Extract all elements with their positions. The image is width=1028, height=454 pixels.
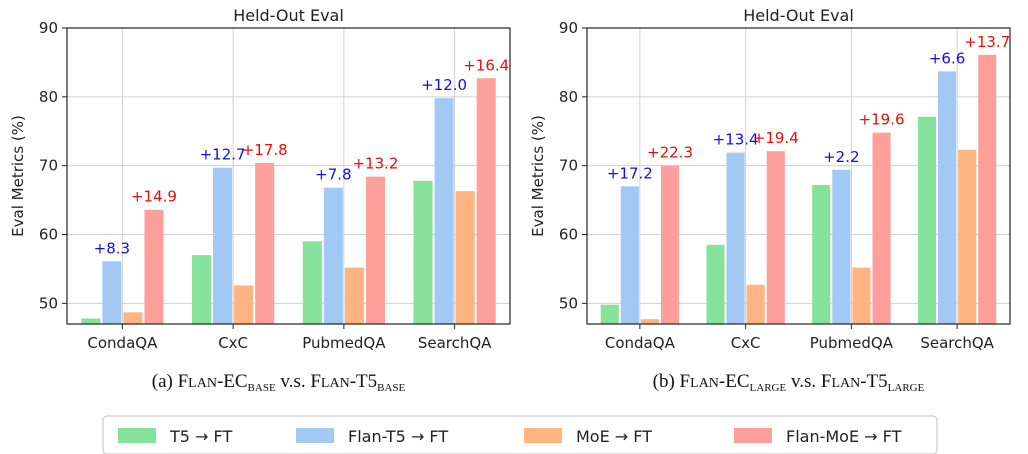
y-tick-label: 80 (39, 88, 58, 106)
x-tick-label: SearchQA (418, 334, 492, 352)
bar-flan-moe-condaqa (660, 165, 680, 324)
bar-t5-cxc (706, 244, 725, 324)
caption-b: (b) FLAN-ECLARGE v.s. FLAN-T5LARGE (653, 371, 925, 394)
annotation-flan-moe-cxc: +19.4 (753, 129, 799, 147)
legend-label-moe: MoE → FT (576, 427, 652, 446)
chart-title: Held-Out Eval (743, 6, 854, 25)
x-tick-label: CondaQA (87, 334, 158, 352)
bar-t5-condaqa (600, 304, 619, 324)
y-tick-label: 60 (39, 226, 58, 244)
chart-title: Held-Out Eval (233, 6, 344, 25)
y-tick-label: 90 (39, 19, 58, 37)
legend-label-flan-t5: Flan-T5 → FT (348, 427, 448, 446)
legend-frame (102, 415, 938, 454)
annotation-flan-moe-cxc: +17.8 (242, 141, 288, 159)
caption-a: (a) FLAN-ECBASE v.s. FLAN-T5BASE (152, 371, 406, 394)
bar-flan-t5-searchqa (434, 98, 454, 324)
bar-flan-moe-pubmedqa (872, 132, 891, 324)
annotation-flan-t5-searchqa: +12.0 (421, 76, 467, 94)
bar-flan-moe-searchqa (978, 54, 997, 325)
y-axis-label: Eval Metrics (%) (9, 115, 27, 237)
bar-flan-moe-cxc (766, 151, 785, 324)
y-tick-label: 50 (559, 294, 578, 312)
bar-t5-pubmedqa (812, 184, 831, 324)
bar-flan-moe-searchqa (476, 78, 496, 324)
x-tick-label: CxC (731, 334, 761, 352)
y-tick-label: 70 (559, 157, 578, 175)
bar-moe-cxc (234, 285, 254, 324)
legend-label-t5: T5 → FT (169, 427, 232, 446)
chart-base: +8.3 +14.9 CondaQA +12.7+17.8 CxC +7.8+13.2 Pu… (9, 6, 511, 352)
x-tick-label: SearchQA (920, 334, 994, 352)
annotation-flan-t5-condaqa: +17.2 (607, 164, 653, 182)
bar-flan-t5-cxc (726, 152, 745, 324)
legend-label-flan-moe: Flan-MoE → FT (786, 427, 902, 446)
bar-flan-moe-condaqa (144, 209, 164, 324)
legend: T5 → FT Flan-T5 → FT MoE → FT Flan-MoE → FT (102, 415, 938, 454)
bar-moe-searchqa (455, 191, 475, 324)
annotation-flan-t5-pubmedqa: +2.2 (823, 148, 859, 166)
x-tick-label: PubmedQA (302, 334, 386, 352)
x-tick-label: CxC (218, 334, 248, 352)
bar-t5-searchqa (917, 116, 937, 324)
annotation-flan-moe-condaqa: +14.9 (131, 188, 177, 206)
bar-moe-condaqa (123, 312, 143, 324)
bar-flan-t5-pubmedqa (832, 169, 851, 324)
annotation-flan-moe-condaqa: +22.3 (647, 144, 693, 162)
bar-flan-t5-searchqa (938, 71, 957, 325)
legend-swatch-flan-moe (734, 428, 772, 443)
y-tick-label: 90 (559, 19, 578, 37)
bar-t5-searchqa (413, 180, 433, 324)
annotation-flan-moe-searchqa: +13.7 (964, 33, 1010, 51)
annotation-flan-t5-cxc: +12.7 (200, 146, 246, 164)
y-tick-label: 50 (39, 294, 58, 312)
bar-flan-t5-condaqa (620, 186, 639, 324)
annotation-flan-moe-pubmedqa: +19.6 (859, 111, 905, 129)
plot-frame (586, 27, 1011, 325)
bar-flan-moe-cxc (255, 162, 275, 324)
annotation-flan-t5-pubmedqa: +7.8 (315, 166, 351, 184)
bar-moe-searchqa (958, 149, 977, 324)
y-axis-label: Eval Metrics (%) (529, 115, 547, 237)
bar-t5-cxc (192, 255, 212, 324)
bar-flan-t5-cxc (213, 167, 233, 324)
bar-flan-t5-pubmedqa (323, 187, 343, 324)
annotation-flan-moe-pubmedqa: +13.2 (352, 155, 398, 173)
bar-moe-condaqa (640, 319, 659, 324)
chart-large: +17.2 +22.3 CondaQA +13.4+19.4 CxC +2.2 +19.6 P… (529, 6, 1011, 352)
bar-moe-pubmedqa (344, 267, 364, 324)
y-tick-label: 70 (39, 157, 58, 175)
bar-moe-pubmedqa (852, 267, 871, 324)
legend-swatch-flan-t5 (296, 428, 334, 443)
plot-frame (66, 27, 511, 325)
annotation-flan-moe-searchqa: +16.4 (463, 56, 509, 74)
legend-swatch-moe (524, 428, 562, 443)
y-tick-label: 60 (559, 226, 578, 244)
annotation-flan-t5-cxc: +13.4 (713, 131, 759, 149)
bar-flan-t5-condaqa (102, 261, 122, 324)
x-tick-label: CondaQA (605, 334, 676, 352)
y-tick-label: 80 (559, 88, 578, 106)
bar-flan-moe-pubmedqa (365, 176, 385, 324)
bar-t5-pubmedqa (302, 241, 322, 324)
legend-swatch-t5 (118, 428, 156, 443)
x-tick-label: PubmedQA (810, 334, 894, 352)
captions: (a) FLAN-ECBASE v.s. FLAN-T5BASE (b) FLAN… (152, 371, 925, 394)
annotation-flan-t5-condaqa: +8.3 (94, 239, 130, 257)
bar-t5-condaqa (81, 318, 101, 324)
bar-moe-cxc (746, 284, 765, 324)
annotation-flan-t5-searchqa: +6.6 (929, 49, 965, 67)
